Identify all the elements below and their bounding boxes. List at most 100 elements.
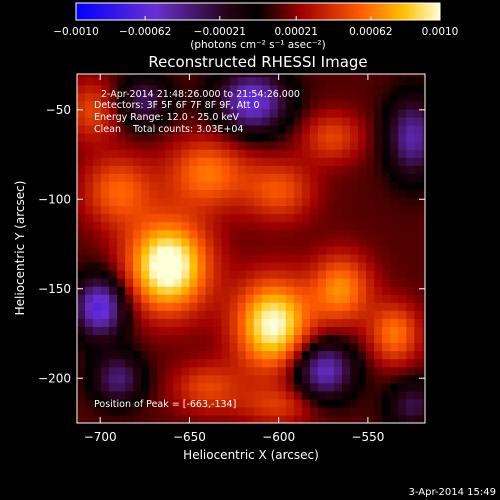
heatmap-cell xyxy=(301,278,311,287)
heatmap-cell xyxy=(221,326,231,336)
heatmap-cell xyxy=(229,366,239,376)
heatmap-cell xyxy=(173,261,182,271)
heatmap-cell xyxy=(205,414,215,423)
heatmap-cell xyxy=(342,318,351,327)
heatmap-cell xyxy=(398,334,407,344)
heatmap-cell xyxy=(269,157,279,166)
heatmap-cell xyxy=(309,253,319,263)
heatmap-cell xyxy=(293,141,303,150)
heatmap-cell xyxy=(133,390,142,400)
heatmap-cell xyxy=(325,229,335,239)
heatmap-cell xyxy=(109,326,118,336)
heatmap-cell xyxy=(245,237,255,247)
heatmap-cell xyxy=(382,334,391,344)
heatmap-cell xyxy=(358,358,367,368)
heatmap-cell xyxy=(181,125,191,134)
heatmap-cell xyxy=(293,261,303,271)
heatmap-cell xyxy=(189,205,199,215)
heatmap-cell xyxy=(414,366,423,376)
heatmap-cell xyxy=(414,100,423,110)
heatmap-cell xyxy=(141,253,150,263)
heatmap-cell xyxy=(85,245,94,255)
heatmap-cell xyxy=(293,334,303,344)
heatmap-cell xyxy=(398,116,407,126)
heatmap-cell xyxy=(366,213,375,223)
heatmap-cell xyxy=(269,326,279,336)
heatmap-cell xyxy=(101,253,110,263)
heatmap-cell xyxy=(205,406,215,416)
heatmap-cell xyxy=(125,342,134,352)
heatmap-cell xyxy=(285,165,295,174)
heatmap-cell xyxy=(398,302,407,311)
heatmap-cell xyxy=(358,342,367,352)
heatmap-cell xyxy=(101,197,110,207)
heatmap-cell xyxy=(245,197,255,207)
x-tick-label: −600 xyxy=(262,430,295,444)
heatmap-cell xyxy=(366,269,375,279)
heatmap-cell xyxy=(414,229,423,239)
heatmap-cell xyxy=(173,133,182,142)
heatmap-cell xyxy=(245,334,255,344)
heatmap-cell xyxy=(245,374,255,384)
heatmap-cell xyxy=(366,76,375,86)
heatmap-cell xyxy=(398,310,407,319)
heatmap-cell xyxy=(109,414,118,423)
heatmap-cell xyxy=(229,374,239,384)
heatmap-cell xyxy=(157,133,166,142)
heatmap-cell xyxy=(165,76,174,86)
heatmap-cell xyxy=(109,157,118,166)
heatmap-cell xyxy=(165,269,174,279)
heatmap-cell xyxy=(117,76,126,86)
heatmap-cell xyxy=(422,221,425,231)
heatmap-cell xyxy=(125,237,134,247)
heatmap-cell xyxy=(205,358,215,368)
heatmap-cell xyxy=(261,125,271,134)
heatmap-cell xyxy=(197,74,207,78)
heatmap-cell xyxy=(189,342,199,352)
heatmap-cell xyxy=(133,76,142,86)
heatmap-cell xyxy=(325,382,335,392)
heatmap-cell xyxy=(189,269,199,279)
heatmap-cell xyxy=(77,294,86,303)
heatmap-cell xyxy=(358,74,367,78)
heatmap-cell xyxy=(374,253,383,263)
heatmap-cell xyxy=(125,197,134,207)
heatmap-cell xyxy=(181,100,191,110)
heatmap-cell xyxy=(422,382,425,392)
heatmap-cell xyxy=(221,350,231,360)
heatmap-cell xyxy=(205,398,215,408)
heatmap-cell xyxy=(173,398,182,408)
heatmap-cell xyxy=(333,133,343,142)
heatmap-cell xyxy=(245,84,255,94)
heatmap-cell xyxy=(213,84,223,94)
heatmap-cell xyxy=(253,237,263,247)
heatmap-cell xyxy=(350,398,359,408)
heatmap-cell xyxy=(422,278,425,287)
heatmap-cell xyxy=(173,237,182,247)
heatmap-cell xyxy=(181,302,191,311)
heatmap-cell xyxy=(333,181,343,191)
heatmap-cell xyxy=(253,125,263,134)
heatmap-cell xyxy=(93,342,102,352)
heatmap-cell xyxy=(285,74,295,78)
heatmap-cell xyxy=(181,261,191,271)
heatmap-cell xyxy=(141,92,150,102)
heatmap-cell xyxy=(253,342,263,352)
heatmap-cell xyxy=(229,213,239,223)
heatmap-cell xyxy=(325,269,335,279)
heatmap-cell xyxy=(374,350,383,360)
heatmap-cell xyxy=(309,366,319,376)
heatmap-cell xyxy=(141,84,150,94)
heatmap-cell xyxy=(149,261,158,271)
heatmap-cell xyxy=(221,76,231,86)
heatmap-cell xyxy=(173,294,182,303)
heatmap-cell xyxy=(85,76,94,86)
heatmap-cell xyxy=(261,173,271,182)
heatmap-cell xyxy=(342,390,351,400)
heatmap-cell xyxy=(382,278,391,287)
heatmap-cell xyxy=(366,173,375,182)
heatmap-cell xyxy=(125,125,134,134)
heatmap-cell xyxy=(197,157,207,166)
heatmap-cell xyxy=(390,197,399,207)
heatmap-cell xyxy=(133,221,142,231)
